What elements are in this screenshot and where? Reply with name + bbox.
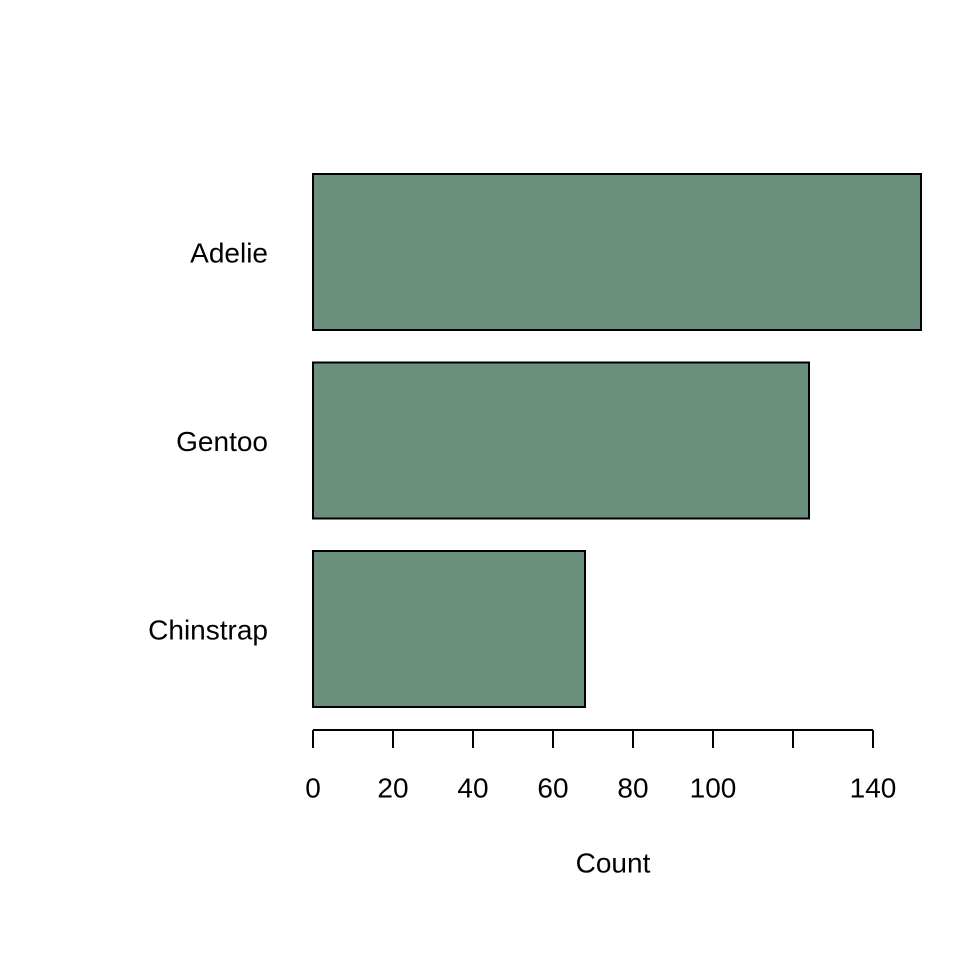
x-tick-label: 60 bbox=[537, 772, 568, 803]
x-tick-label: 0 bbox=[305, 772, 321, 803]
x-tick-label: 100 bbox=[690, 772, 737, 803]
x-tick-label: 40 bbox=[457, 772, 488, 803]
y-tick-label: Gentoo bbox=[176, 426, 268, 457]
bar bbox=[312, 550, 586, 708]
y-tick-label: Adelie bbox=[190, 237, 268, 268]
x-tick-label: 140 bbox=[850, 772, 897, 803]
bar bbox=[312, 361, 810, 520]
y-tick-label: Chinstrap bbox=[148, 614, 268, 645]
x-axis-label: Count bbox=[576, 847, 651, 878]
x-tick-label: 20 bbox=[377, 772, 408, 803]
bar bbox=[312, 173, 922, 331]
x-tick-label: 80 bbox=[617, 772, 648, 803]
